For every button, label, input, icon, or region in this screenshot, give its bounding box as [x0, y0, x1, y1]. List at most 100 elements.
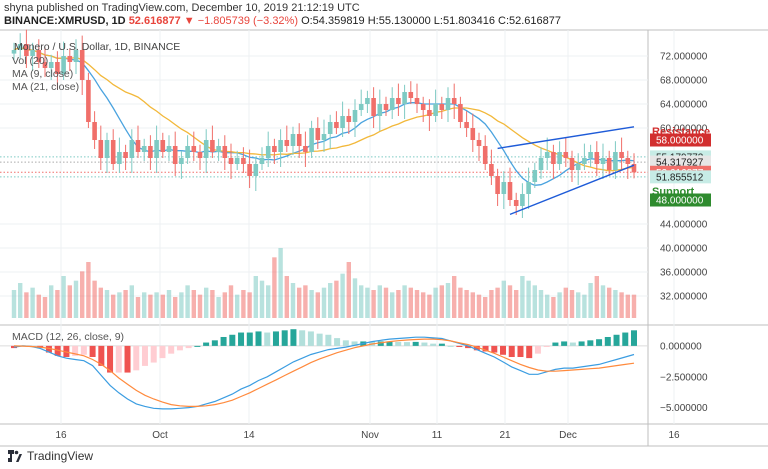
volume-bar: [123, 290, 128, 318]
volume-bar: [377, 285, 382, 318]
volume-bar: [173, 297, 178, 318]
price-label-box: [650, 170, 711, 184]
volume-bar: [501, 280, 506, 318]
volume-bar: [216, 297, 221, 318]
macd-histogram-bar: [290, 329, 297, 346]
indicator-volume[interactable]: Vol (20): [12, 55, 49, 67]
macd-histogram-bar: [115, 345, 122, 373]
macd-histogram-bar: [631, 330, 637, 346]
candle-body: [185, 146, 190, 158]
volume-bar: [495, 287, 500, 318]
macd-histogram-bar: [613, 334, 620, 346]
macd-histogram-bar: [569, 342, 576, 346]
volume-bar: [532, 285, 537, 318]
candle-body: [575, 164, 581, 170]
grid: [0, 29, 768, 447]
candle-body: [439, 104, 445, 110]
volume-bar: [421, 292, 426, 318]
candle-body: [588, 152, 593, 158]
candle-body: [582, 158, 587, 164]
macd-histogram-bar: [543, 345, 550, 347]
candle-body: [594, 152, 600, 164]
candle-body: [148, 146, 153, 158]
indicator-ma9[interactable]: MA (9, close): [12, 68, 74, 80]
volume-bar: [104, 290, 110, 318]
time-axis: 16 Oct 14 Nov 11 21 Dec 16: [55, 430, 680, 441]
volume-bar: [402, 285, 407, 318]
macd-histogram-bar: [124, 345, 131, 373]
channel-upper-line: [497, 126, 635, 150]
candle-body: [371, 98, 376, 116]
indicator-ma21[interactable]: MA (21, close): [12, 81, 80, 93]
volume-bar: [631, 294, 637, 318]
volume-bar: [297, 287, 302, 318]
volume-bar: [569, 290, 575, 318]
candle-body: [203, 140, 209, 158]
volume-bar: [92, 280, 97, 318]
candle-body: [24, 44, 29, 56]
volume-bar: [321, 287, 327, 318]
macd-histogram-bar: [325, 334, 332, 346]
macd-histogram-bar: [534, 345, 541, 354]
macd-histogram-bar: [107, 345, 114, 373]
volume-bar: [315, 292, 320, 318]
volume-bar: [73, 280, 79, 318]
candle-body: [464, 122, 469, 128]
candle-body: [210, 140, 215, 152]
price-tick-label: 68.000000: [660, 76, 708, 87]
candle-body: [402, 92, 407, 104]
macd-histogram-bar: [596, 339, 603, 346]
candle-body: [408, 92, 414, 98]
macd-histogram-bar: [63, 345, 70, 357]
volume-bar: [18, 283, 23, 318]
volume-bar: [222, 292, 227, 318]
candle-body: [458, 104, 463, 122]
volume-bar: [545, 294, 550, 318]
volume-bar: [594, 276, 599, 318]
macd-histogram-bar: [421, 342, 428, 346]
volume-bar: [253, 276, 258, 318]
candle-body: [557, 152, 562, 164]
candle-body: [290, 134, 296, 146]
volume-bar: [563, 287, 568, 318]
volume-bar: [98, 287, 103, 318]
candle-body: [315, 128, 321, 140]
candle-body: [98, 140, 104, 158]
volume-bar: [340, 273, 345, 318]
volume-bar: [24, 292, 29, 318]
macd-histogram-bar: [281, 330, 288, 346]
volume-bar: [359, 285, 364, 318]
time-tick-label: Oct: [152, 430, 168, 441]
candle-body: [414, 98, 420, 104]
volume-bar: [489, 290, 494, 318]
candle-body: [234, 158, 240, 164]
volume-bar: [613, 290, 618, 318]
candle-body: [538, 158, 544, 170]
candle-body: [334, 122, 339, 128]
volume-bar: [259, 280, 265, 318]
candle-body: [278, 140, 283, 152]
volume-bar: [588, 283, 593, 318]
candle-body: [284, 140, 290, 146]
macd-histogram-bar: [220, 336, 227, 346]
symbol-name: BINANCE:XMRUSD, 1D: [4, 15, 126, 27]
publish-info: shyna published on TradingView.com, Dece…: [4, 2, 360, 14]
candle-body: [532, 170, 538, 182]
macd-histogram-bar: [54, 345, 61, 356]
macd-histogram-bar: [89, 345, 96, 357]
volume-bar: [86, 262, 91, 318]
macd-histogram-bar: [456, 345, 463, 347]
candle-body: [476, 140, 482, 146]
candle-body: [86, 80, 91, 122]
volume-bar: [433, 287, 438, 318]
volume-bar: [582, 294, 587, 318]
macd-histogram-bar: [482, 345, 489, 352]
indicator-macd[interactable]: MACD (12, 26, close, 9): [12, 331, 125, 343]
candle-body: [489, 164, 494, 176]
volume-bar: [625, 294, 630, 318]
macd-histogram-bar: [622, 332, 629, 346]
candle-body: [265, 146, 271, 158]
volume-bar: [557, 292, 562, 318]
candle-body: [631, 164, 637, 173]
